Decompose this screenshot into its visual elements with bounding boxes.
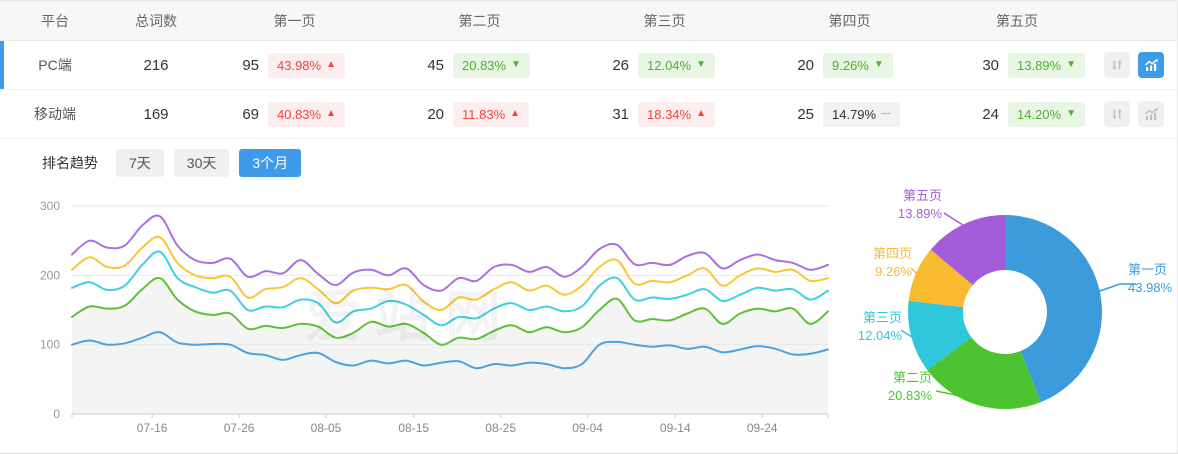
pie-label-page3: 第三页 12.04% [857, 310, 902, 343]
trend-chart-button[interactable] [1138, 101, 1164, 127]
svg-text:08-15: 08-15 [398, 421, 429, 435]
percent-badge: 18.34% ▲ [638, 101, 715, 127]
page4-cell: 20 9.26% ▼ [757, 52, 942, 78]
up-arrow-icon: ▲ [696, 108, 706, 119]
page5-cell: 30 13.89% ▼ [942, 52, 1092, 78]
col-header-page5: 第五页 [996, 12, 1038, 29]
up-arrow-icon: ▲ [326, 108, 336, 119]
keyword-count: 69 [242, 105, 259, 123]
down-arrow-icon: ▼ [1066, 108, 1076, 119]
rank-trend-line-chart: 0 100 200 300 07-16 07-26 08-05 08-15 08-25 09-04… [0, 187, 845, 453]
table-header: 平台 总词数 第一页 第二页 第三页 第四页 第五页 [0, 1, 1177, 41]
svg-text:09-04: 09-04 [572, 421, 603, 435]
down-arrow-icon: ▼ [873, 59, 884, 70]
svg-text:0: 0 [53, 407, 60, 421]
sort-icon [1112, 108, 1122, 120]
keyword-count: 95 [242, 56, 259, 74]
range-tab-30天[interactable]: 30天 [173, 149, 230, 177]
svg-text:09-24: 09-24 [747, 421, 778, 435]
percent-badge: 14.79% — [823, 101, 901, 127]
percent-badge: 12.04% ▼ [638, 52, 715, 78]
keyword-count: 31 [612, 105, 629, 123]
percent-badge: 14.20% ▼ [1008, 101, 1085, 127]
down-arrow-icon: ▼ [696, 59, 706, 70]
sort-icon [1112, 59, 1122, 71]
svg-text:08-05: 08-05 [311, 421, 342, 435]
svg-text:300: 300 [40, 199, 60, 213]
total-words-cell: 169 [143, 105, 169, 123]
keyword-count: 24 [982, 105, 999, 123]
trend-chart-icon [1144, 58, 1158, 71]
pie-label-page2: 第二页 20.83% [887, 370, 932, 403]
page1-cell: 95 43.98% ▲ [202, 52, 387, 78]
pie-label-page1: 第一页 43.98% [1128, 262, 1173, 295]
percent-badge: 43.98% ▲ [268, 52, 345, 78]
svg-text:09-14: 09-14 [660, 421, 691, 435]
percent-badge: 9.26% ▼ [823, 52, 893, 78]
row-actions [1092, 52, 1177, 78]
sort-button[interactable] [1104, 101, 1130, 127]
keyword-count: 20 [427, 105, 444, 123]
platform-cell: PC端 [38, 57, 72, 73]
col-header-total: 总词数 [135, 12, 177, 29]
up-arrow-icon: ▲ [510, 108, 521, 119]
range-tab-3个月[interactable]: 3个月 [239, 149, 302, 177]
svg-text:08-25: 08-25 [485, 421, 516, 435]
down-arrow-icon: ▼ [511, 59, 521, 70]
page5-cell: 24 14.20% ▼ [942, 101, 1092, 127]
svg-text:07-26: 07-26 [224, 421, 255, 435]
pie-label-page4: 第四页 9.26% [872, 246, 912, 279]
percent-badge: 20.83% ▼ [453, 52, 530, 78]
page3-cell: 31 18.34% ▲ [572, 101, 757, 127]
page-distribution-donut-chart: 第一页 43.98% 第二页 20.83% 第三页 12.04% 第四页 9.2… [840, 181, 1177, 453]
total-words-cell: 216 [143, 56, 169, 74]
col-header-page4: 第四页 [828, 12, 871, 29]
up-arrow-icon: ▲ [326, 59, 336, 70]
page3-cell: 26 12.04% ▼ [572, 52, 757, 78]
keyword-count: 45 [427, 56, 444, 74]
sort-button[interactable] [1104, 52, 1130, 78]
percent-badge: 13.89% ▼ [1008, 52, 1085, 78]
pie-label-page5: 第五页 13.89% [897, 188, 942, 221]
trend-title: 排名趋势 [42, 155, 98, 171]
row-actions [1092, 101, 1177, 127]
svg-text:200: 200 [40, 268, 60, 282]
svg-text:07-16: 07-16 [137, 421, 168, 435]
donut-chart-canvas [900, 212, 1136, 409]
table-row[interactable]: 移动端 169 69 40.83% ▲ 20 11.83% ▲ 31 18.34% ▲… [0, 90, 1177, 139]
flat-arrow-icon: — [881, 108, 892, 119]
trend-toolbar: 排名趋势 7天 30天 3个月 [0, 139, 1177, 187]
platform-cell: 移动端 [34, 106, 76, 122]
page4-cell: 25 14.79% — [757, 101, 942, 127]
col-header-page1: 第一页 [273, 12, 316, 29]
down-arrow-icon: ▼ [1066, 59, 1076, 70]
percent-badge: 40.83% ▲ [268, 101, 345, 127]
table-body: PC端 216 95 43.98% ▲ 45 20.83% ▼ 26 12.04% ▼… [0, 41, 1177, 139]
keyword-count: 30 [982, 56, 999, 74]
col-header-platform: 平台 [41, 12, 69, 29]
col-header-page3: 第三页 [643, 12, 686, 29]
svg-text:100: 100 [40, 338, 60, 352]
page2-cell: 45 20.83% ▼ [387, 52, 572, 78]
col-header-page2: 第二页 [458, 12, 501, 29]
keyword-count: 20 [797, 56, 814, 74]
range-tabs: 7天 30天 3个月 [116, 149, 311, 177]
page2-cell: 20 11.83% ▲ [387, 101, 572, 127]
trend-chart-button[interactable] [1138, 52, 1164, 78]
keyword-count: 25 [797, 105, 814, 123]
table-row[interactable]: PC端 216 95 43.98% ▲ 45 20.83% ▼ 26 12.04% ▼… [0, 41, 1177, 90]
line-chart-canvas: 0 100 200 300 07-16 07-26 08-05 08-15 08-25 09-04… [40, 199, 829, 435]
range-tab-7天[interactable]: 7天 [116, 149, 164, 177]
page1-cell: 69 40.83% ▲ [202, 101, 387, 127]
trend-chart-icon [1144, 107, 1158, 120]
percent-badge: 11.83% ▲ [453, 101, 530, 127]
keyword-count: 26 [612, 56, 629, 74]
